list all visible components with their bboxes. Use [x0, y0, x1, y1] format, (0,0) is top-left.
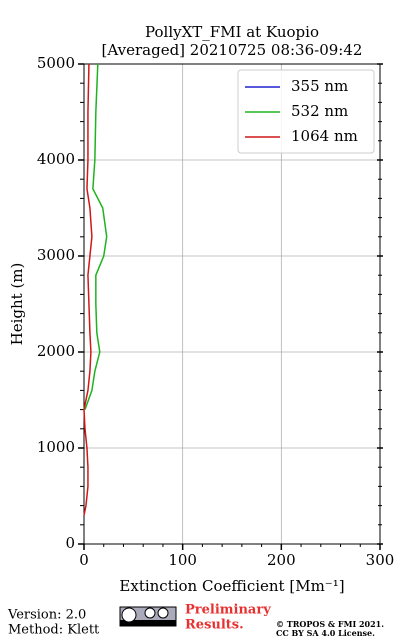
legend-box — [237, 69, 375, 154]
x-tick-label: 0 — [79, 551, 89, 569]
y-tick-label: 2000 — [37, 342, 75, 360]
legend-label: 532 nm — [291, 102, 348, 120]
legend-label: 1064 nm — [291, 127, 358, 145]
chart-subtitle: [Averaged] 20210725 08:36-09:42 — [102, 41, 363, 59]
version: Version: 2.0 — [7, 608, 86, 623]
copyright: © TROPOS & FMI 2021. — [276, 619, 384, 629]
x-tick-label: 300 — [366, 551, 395, 569]
notice: Results. — [185, 618, 244, 633]
y-tick-label: 3000 — [37, 246, 75, 264]
x-tick-label: 200 — [267, 551, 296, 569]
plot-frame — [83, 63, 381, 545]
copyright: CC BY SA 4.0 License. — [276, 628, 375, 638]
y-tick-label: 0 — [65, 534, 75, 552]
x-tick-label: 100 — [168, 551, 197, 569]
x-axis-label: Extinction Coefficient [Mm⁻¹] — [119, 577, 344, 595]
legend-label: 355 nm — [291, 77, 348, 95]
chart-title: PollyXT_FMI at Kuopio — [145, 23, 319, 41]
cc-logo — [119, 606, 177, 627]
profile-line — [83, 63, 93, 516]
y-tick-label: 1000 — [37, 438, 75, 456]
method: Method: Klett — [8, 623, 100, 638]
profile-line — [84, 63, 108, 410]
y-tick-label: 4000 — [37, 150, 75, 168]
notice: Preliminary — [185, 603, 271, 618]
y-axis-label: Height (m) — [8, 263, 26, 346]
y-tick-label: 5000 — [37, 54, 75, 72]
